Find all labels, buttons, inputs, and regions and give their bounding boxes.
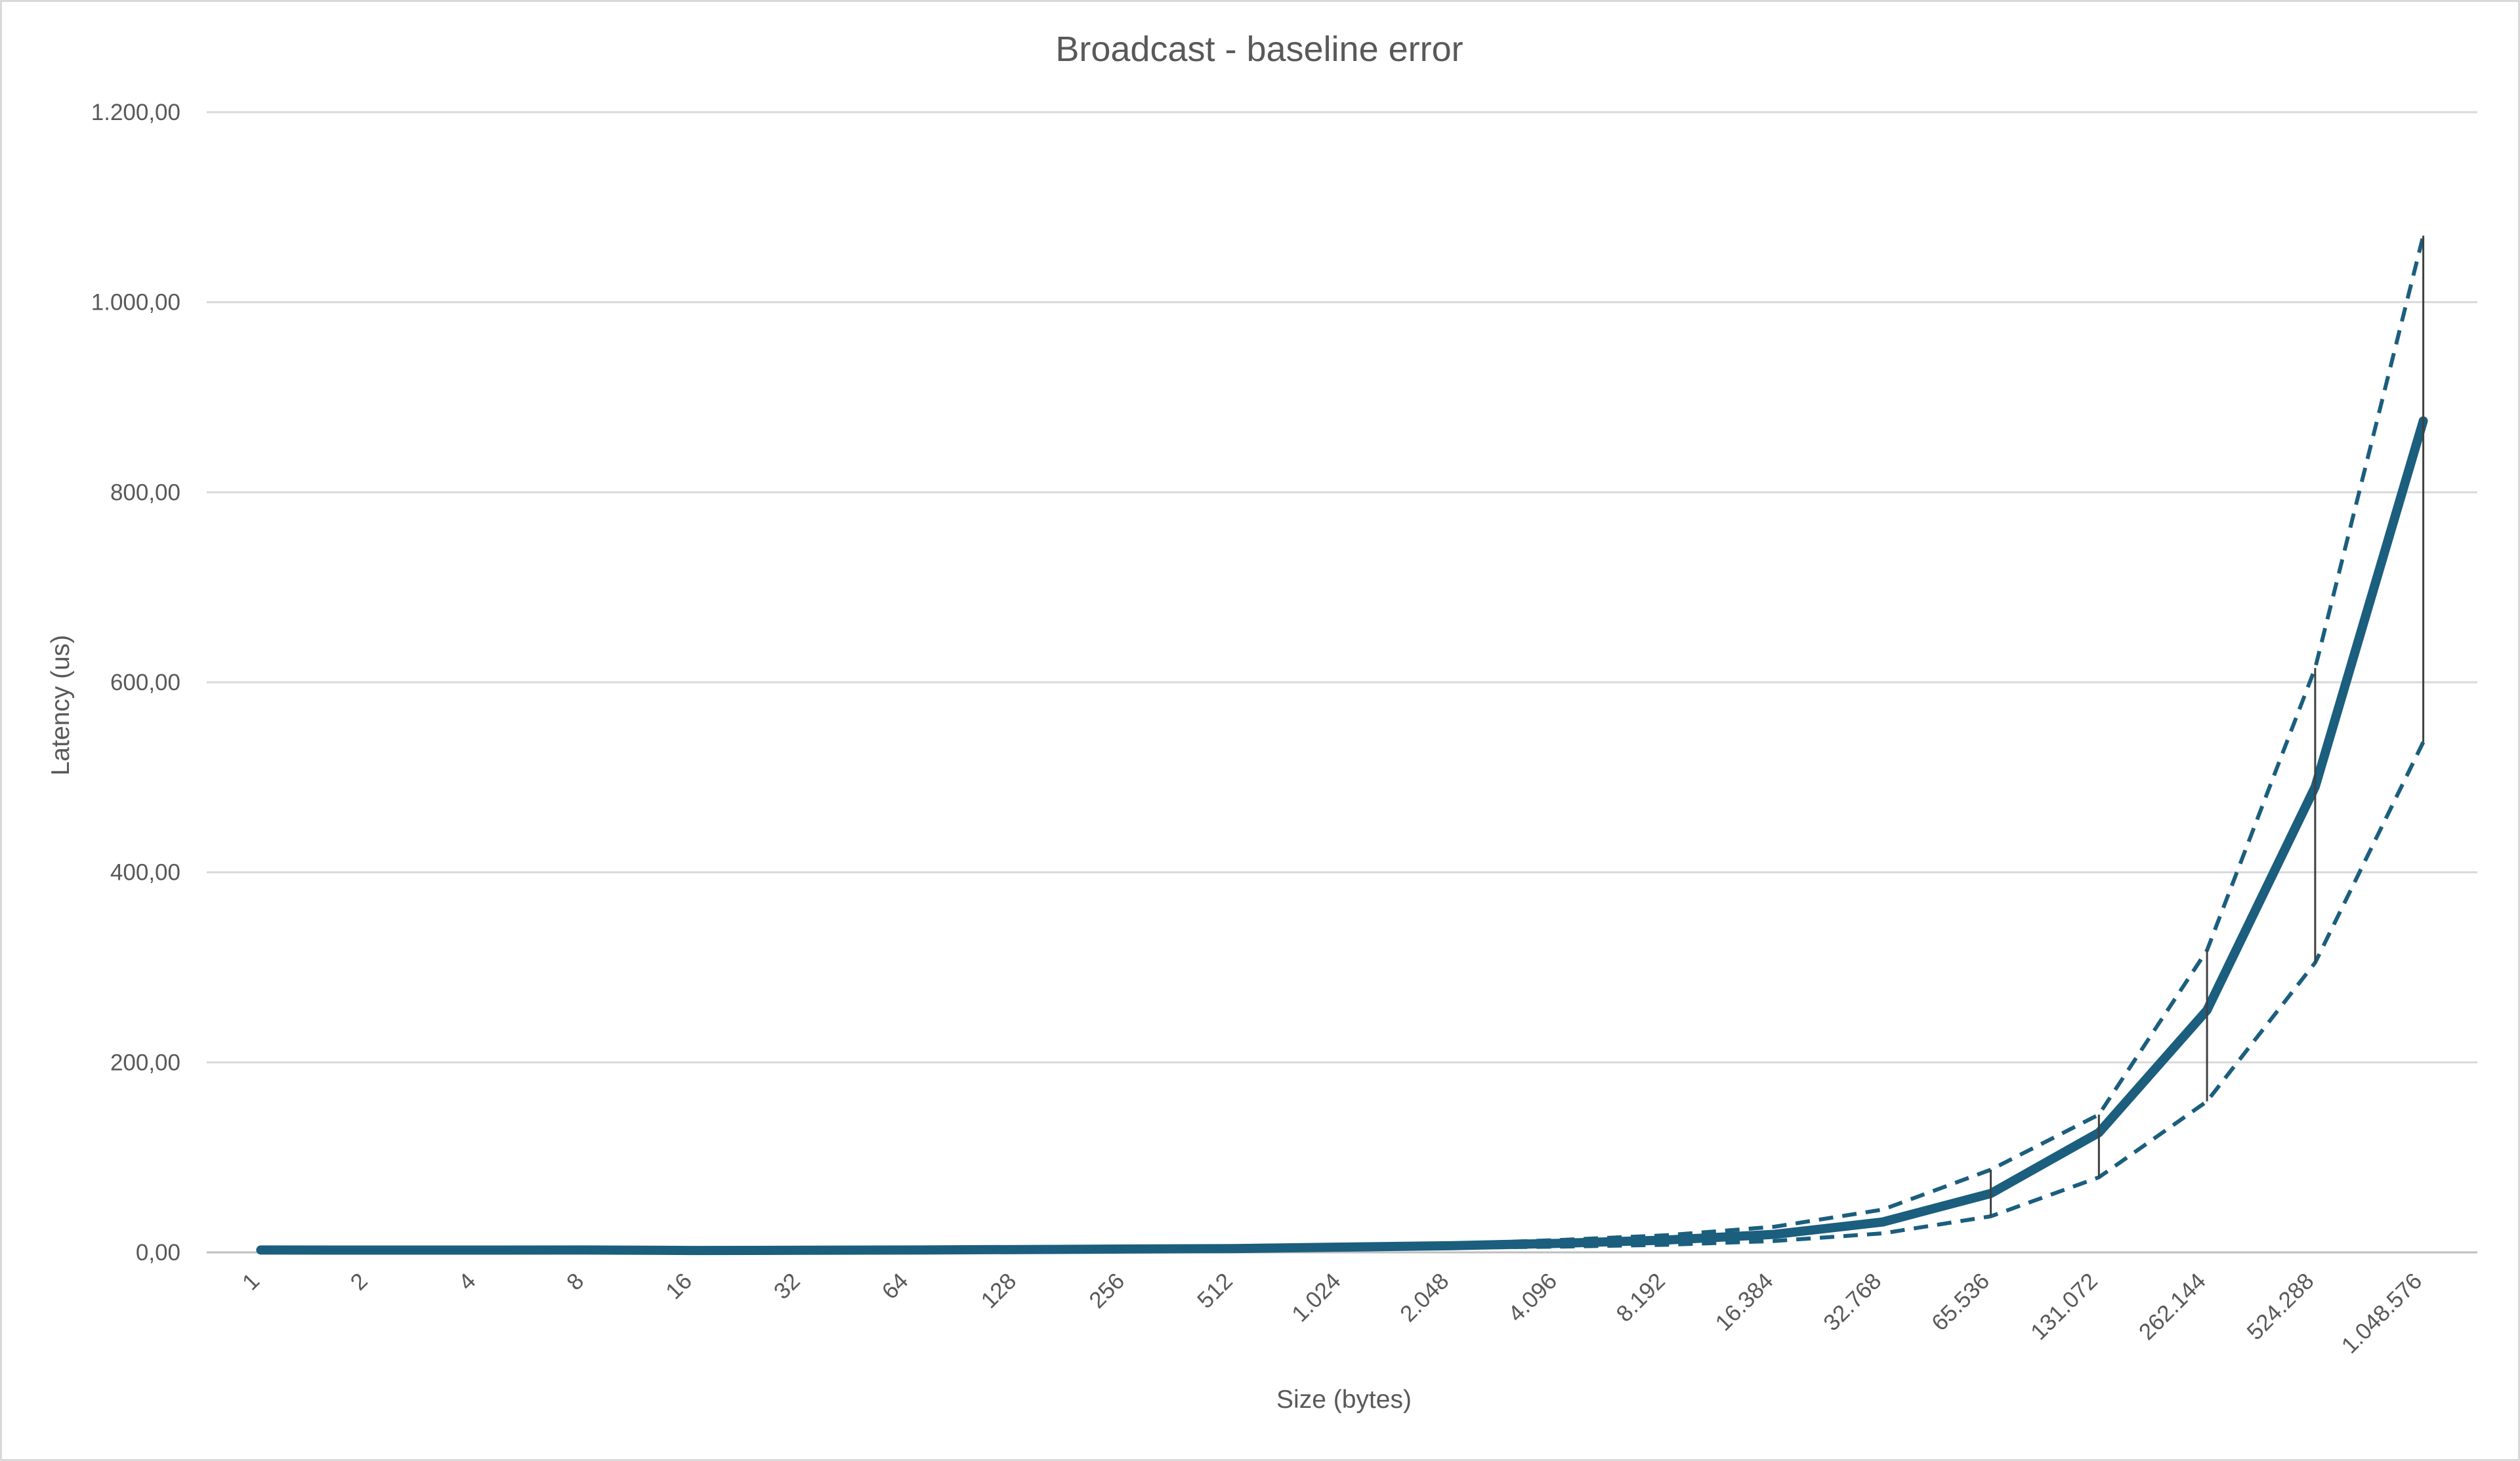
- error-bars: [1990, 236, 2425, 1216]
- y-tick-labels: 0,00 200,00 400,00 600,00 800,00 1.000,00 1.20…: [91, 100, 180, 1266]
- y-tick-label: 1.000,00: [91, 290, 180, 316]
- y-tick-label: 200,00: [110, 1050, 180, 1075]
- x-axis-title: Size (bytes): [1276, 1386, 1412, 1414]
- chart-title: Broadcast - baseline error: [1055, 30, 1463, 69]
- y-tick-label: 600,00: [110, 670, 180, 695]
- lower-series-line: [261, 741, 2426, 1253]
- y-tick-label: 400,00: [110, 860, 180, 886]
- series-lines: [256, 235, 2428, 1256]
- y-tick-label: 1.200,00: [91, 100, 180, 125]
- y-axis-title: Latency (us): [47, 635, 75, 776]
- y-tick-label: 800,00: [110, 480, 180, 505]
- gridlines: [207, 111, 2477, 1254]
- y-tick-label: 0,00: [136, 1240, 180, 1266]
